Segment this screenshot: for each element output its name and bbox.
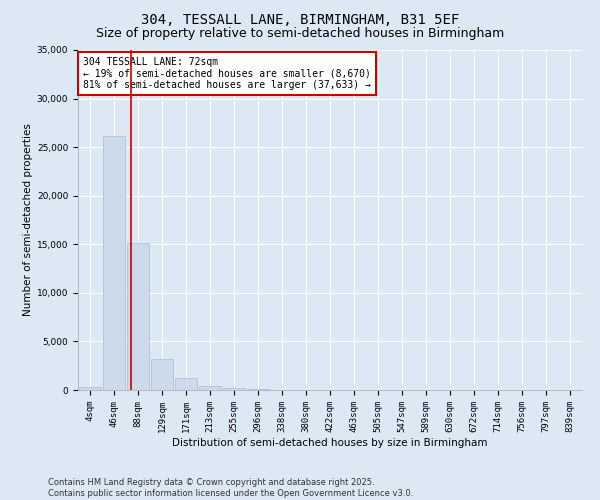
Y-axis label: Number of semi-detached properties: Number of semi-detached properties xyxy=(23,124,32,316)
Bar xyxy=(103,136,125,390)
Bar xyxy=(127,244,149,390)
Bar xyxy=(151,359,173,390)
Bar xyxy=(247,389,269,390)
Bar xyxy=(223,388,245,390)
Text: Size of property relative to semi-detached houses in Birmingham: Size of property relative to semi-detach… xyxy=(96,28,504,40)
Text: 304, TESSALL LANE, BIRMINGHAM, B31 5EF: 304, TESSALL LANE, BIRMINGHAM, B31 5EF xyxy=(141,12,459,26)
Bar xyxy=(79,387,101,390)
Text: Contains HM Land Registry data © Crown copyright and database right 2025.
Contai: Contains HM Land Registry data © Crown c… xyxy=(48,478,413,498)
Bar xyxy=(199,386,221,390)
Bar xyxy=(175,378,197,390)
X-axis label: Distribution of semi-detached houses by size in Birmingham: Distribution of semi-detached houses by … xyxy=(172,438,488,448)
Text: 304 TESSALL LANE: 72sqm
← 19% of semi-detached houses are smaller (8,670)
81% of: 304 TESSALL LANE: 72sqm ← 19% of semi-de… xyxy=(83,57,371,90)
